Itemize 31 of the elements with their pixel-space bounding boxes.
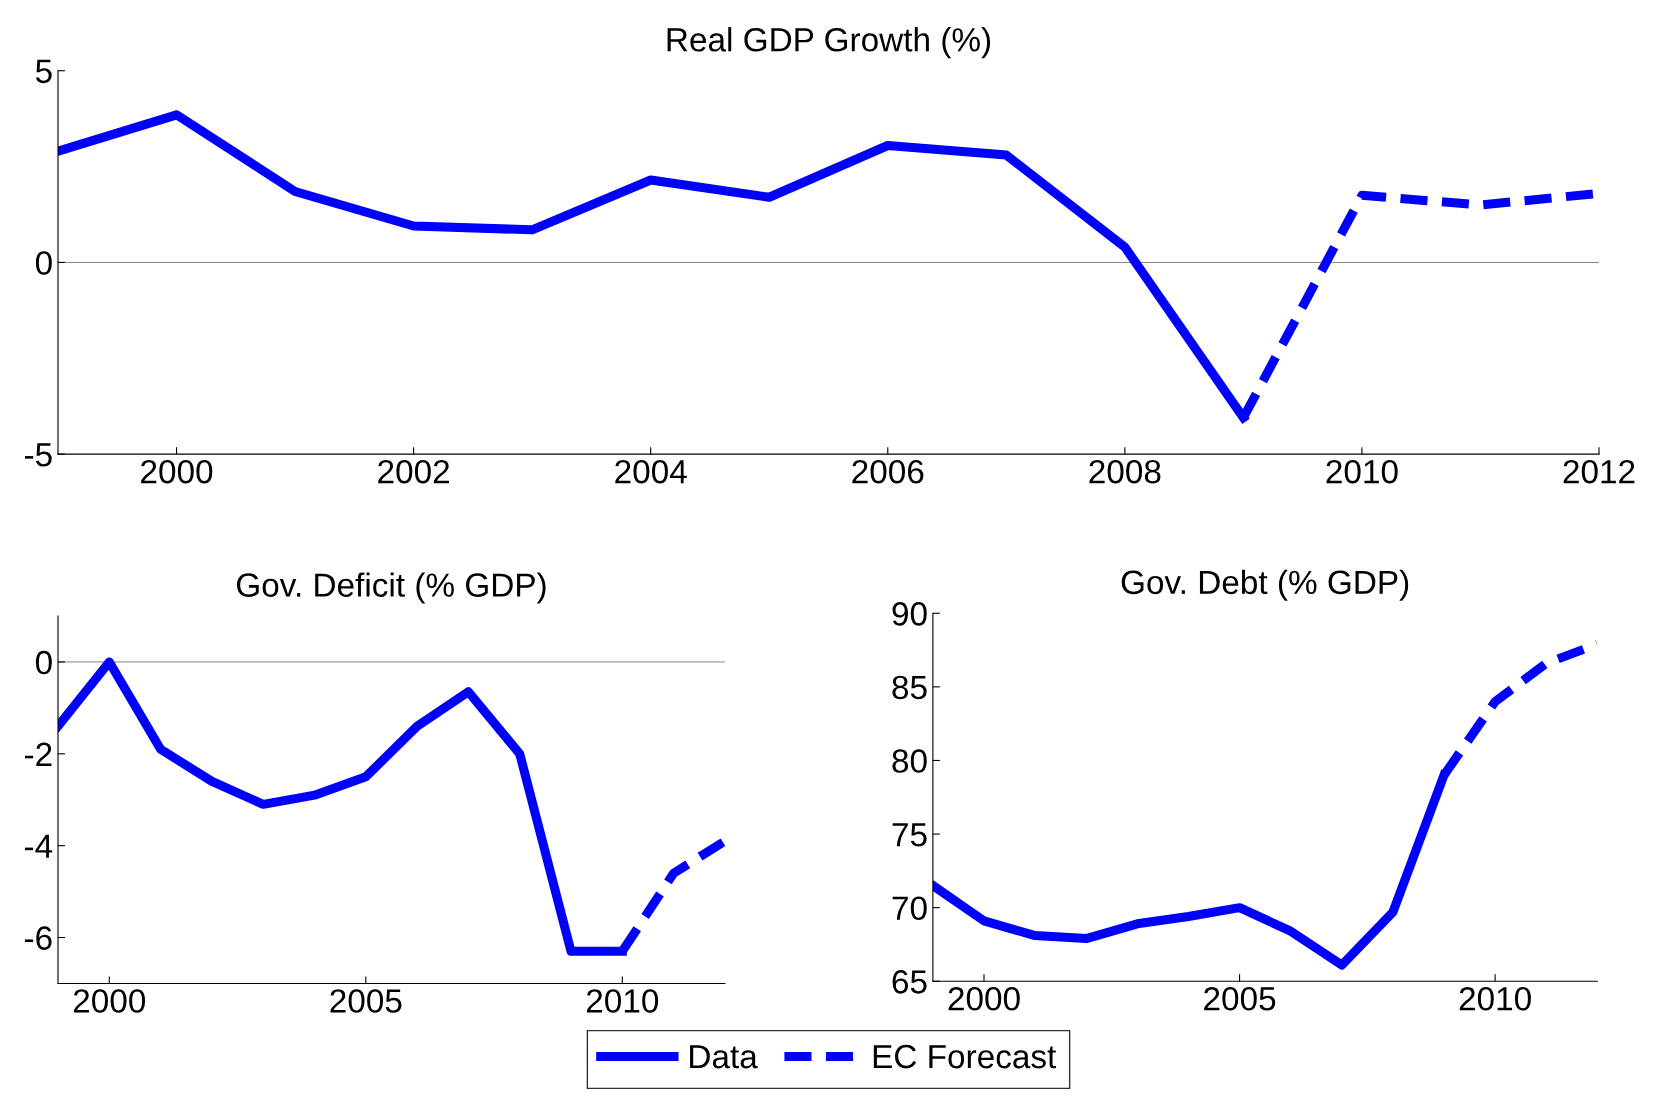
x-tick-label: 2005 [330,989,402,1013]
y-tick-label: 80 [892,749,927,773]
y-tick-label: 5 [35,59,52,84]
chart-title: Real GDP Growth (%) [667,27,991,59]
y-tick-label: 90 [892,602,927,626]
x-tick-label: 2010 [1459,986,1531,1011]
y-tick-label: 65 [892,970,927,994]
legend-label: EC Forecast [873,1044,1057,1069]
y-tick-label: -6 [24,926,52,950]
y-tick-label: -2 [24,742,52,766]
x-tick-label: 2000 [141,459,213,484]
y-tick-label: 0 [35,650,52,675]
x-tick-label: 2000 [948,986,1020,1011]
x-tick-label: 2010 [586,989,659,1013]
y-tick-label: 0 [35,251,52,275]
x-tick-label: 2012 [1563,459,1635,484]
y-tick-label: 75 [892,823,927,847]
x-tick-label: 2002 [378,459,450,484]
chart-title: Gov. Deficit (% GDP) [236,572,546,604]
x-tick-label: 2004 [615,459,687,484]
x-tick-label: 2008 [1089,459,1161,484]
y-tick-label: -4 [24,834,53,858]
legend-label: Data [690,1045,758,1069]
x-tick-label: 2006 [852,459,924,484]
chart-title: Gov. Debt (% GDP) [1121,569,1409,601]
y-tick-label: -5 [24,443,52,467]
x-tick-label: 2010 [1326,459,1398,484]
x-tick-label: 2000 [73,989,146,1013]
x-tick-label: 2005 [1204,986,1276,1011]
y-tick-label: 85 [892,675,927,700]
y-tick-label: 70 [892,896,927,921]
